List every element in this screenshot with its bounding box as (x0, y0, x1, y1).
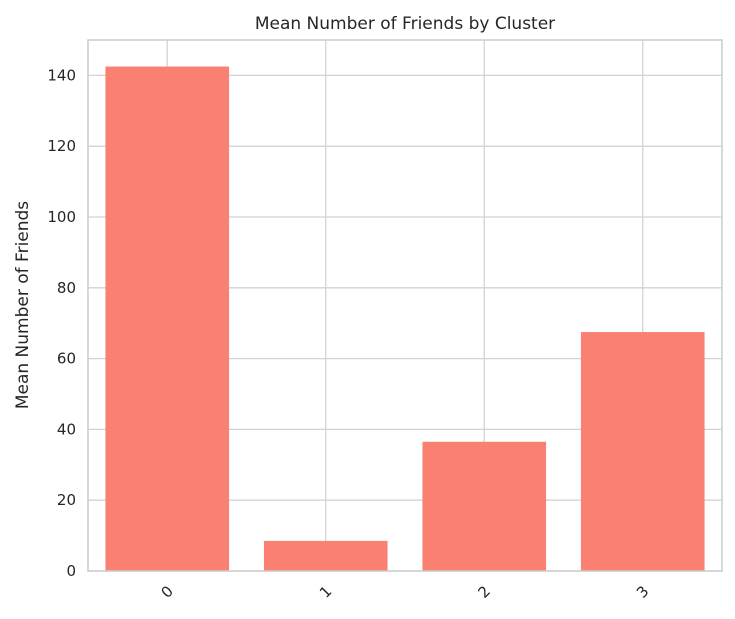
y-tick-label: 0 (66, 562, 76, 580)
y-tick-label: 120 (47, 137, 76, 155)
chart-title: Mean Number of Friends by Cluster (255, 14, 555, 34)
x-tick-labels: 0 1 2 3 (158, 582, 653, 601)
y-tick-label: 140 (47, 66, 76, 84)
bar-cluster-0 (105, 66, 230, 572)
x-tick-label: 3 (633, 582, 652, 601)
y-tick-labels: 0 20 40 60 80 100 120 140 (47, 66, 76, 580)
bar-layer (105, 66, 705, 572)
y-tick-label: 20 (57, 491, 76, 509)
y-axis-title: Mean Number of Friends (13, 201, 33, 409)
plot-frame (87, 39, 723, 572)
x-tick-label: 1 (316, 582, 335, 601)
y-tick-label: 60 (57, 350, 76, 368)
y-tick-label: 100 (47, 208, 76, 226)
bar-cluster-1 (263, 540, 388, 571)
bar-cluster-2 (422, 441, 547, 571)
y-tick-label: 80 (57, 279, 76, 297)
bar-cluster-3 (580, 332, 705, 571)
x-tick-label: 0 (158, 582, 177, 601)
x-tick-label: 2 (475, 582, 494, 601)
y-tick-label: 40 (57, 420, 76, 438)
